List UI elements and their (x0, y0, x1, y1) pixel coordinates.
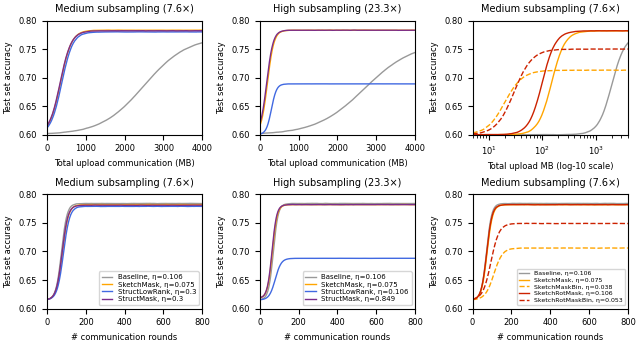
Title: Medium subsampling (7.6×): Medium subsampling (7.6×) (55, 4, 194, 14)
X-axis label: Total upload communication (MB): Total upload communication (MB) (54, 159, 195, 168)
Title: Medium subsampling (7.6×): Medium subsampling (7.6×) (481, 178, 620, 188)
Title: Medium subsampling (7.6×): Medium subsampling (7.6×) (55, 178, 194, 188)
X-axis label: # communication rounds: # communication rounds (284, 333, 390, 342)
Y-axis label: Test set accuracy: Test set accuracy (217, 41, 226, 114)
Y-axis label: Test set accuracy: Test set accuracy (430, 215, 439, 288)
X-axis label: Total upload MB (log-10 scale): Total upload MB (log-10 scale) (487, 162, 614, 171)
Y-axis label: Test set accuracy: Test set accuracy (4, 41, 13, 114)
X-axis label: # communication rounds: # communication rounds (497, 333, 604, 342)
Y-axis label: Test set accuracy: Test set accuracy (4, 215, 13, 288)
Legend: Baseline, η=0.106, SketchMask, η=0.075, StructLowRank, η=0.3, StructMask, η=0.3: Baseline, η=0.106, SketchMask, η=0.075, … (99, 271, 199, 305)
X-axis label: Total upload communication (MB): Total upload communication (MB) (267, 159, 408, 168)
Legend: Baseline, η=0.106, SketchMask, η=0.075, StructLowRank, η=0.106, StructMask, η=0.: Baseline, η=0.106, SketchMask, η=0.075, … (303, 271, 412, 305)
Title: High subsampling (23.3×): High subsampling (23.3×) (273, 4, 402, 14)
Y-axis label: Test set accuracy: Test set accuracy (430, 41, 439, 114)
Title: High subsampling (23.3×): High subsampling (23.3×) (273, 178, 402, 188)
Legend: Baseline, η=0.106, SketchMask, η=0.075, SketchMaskBin, η=0.038, SketchRotMask, η: Baseline, η=0.106, SketchMask, η=0.075, … (516, 268, 625, 306)
Title: Medium subsampling (7.6×): Medium subsampling (7.6×) (481, 4, 620, 14)
X-axis label: # communication rounds: # communication rounds (72, 333, 178, 342)
Y-axis label: Test set accuracy: Test set accuracy (217, 215, 226, 288)
